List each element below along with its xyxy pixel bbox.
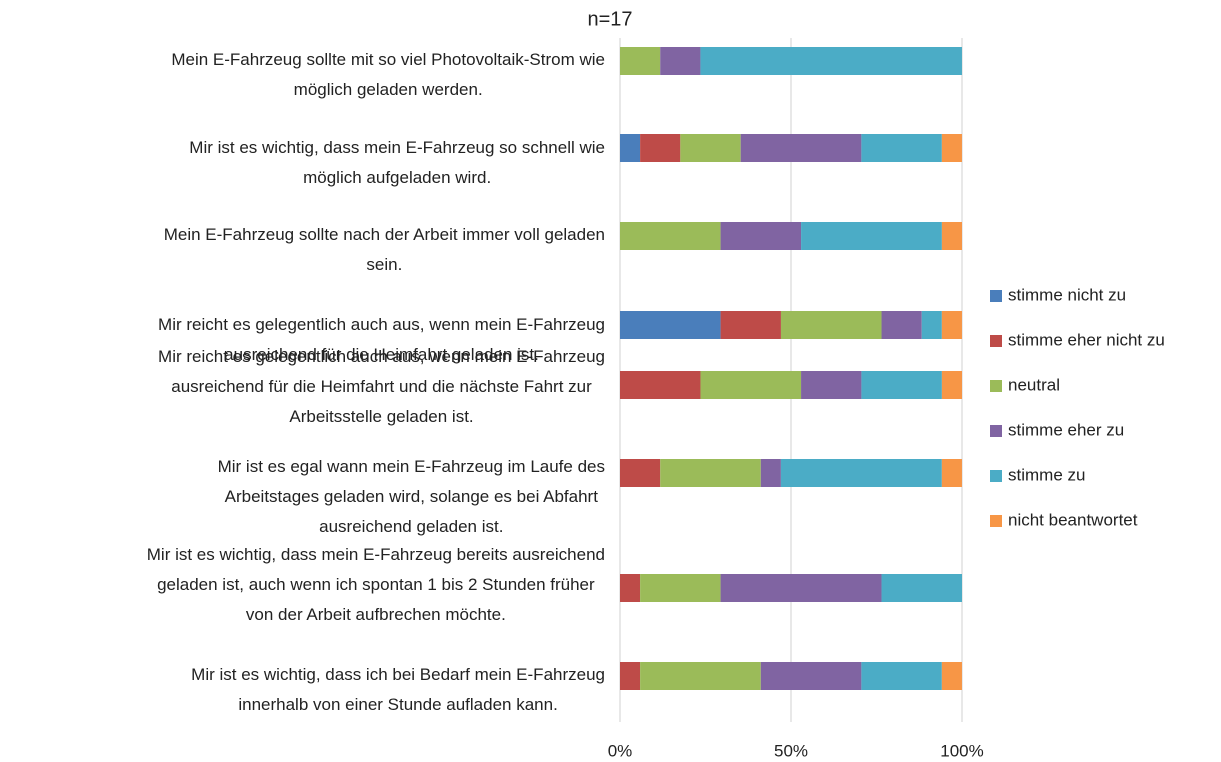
legend-label: nicht beantwortet (1008, 510, 1138, 529)
legend-label: stimme zu (1008, 465, 1085, 484)
bar-segment (640, 662, 761, 690)
category-label: Mein E-Fahrzeug sollte nach der Arbeit i… (163, 225, 605, 274)
bar-segment (861, 134, 942, 162)
bar-segment (780, 311, 882, 339)
bar-segment (760, 662, 862, 690)
legend-swatch (990, 290, 1002, 302)
bar-segment (861, 662, 942, 690)
bar-segment (620, 47, 661, 75)
bar-segment (941, 371, 962, 399)
bar-segment (640, 574, 721, 602)
bar-segment (740, 134, 862, 162)
legend-label: stimme nicht zu (1008, 285, 1126, 304)
bar-segment (700, 47, 962, 75)
bar-segment (881, 574, 962, 602)
bar-segment (881, 311, 922, 339)
category-label: Mir ist es wichtig, dass mein E-Fahrzeug… (146, 545, 605, 624)
bar-segment (660, 459, 761, 487)
bar-segment (921, 311, 942, 339)
bar-segment (780, 459, 942, 487)
bar-segment (640, 134, 681, 162)
bar-segment (700, 371, 802, 399)
bar-segment (941, 222, 962, 250)
category-label: Mir ist es wichtig, dass mein E-Fahrzeug… (189, 138, 605, 187)
x-tick-label: 50% (774, 741, 808, 760)
x-tick-label: 0% (608, 741, 633, 760)
bar-segment (620, 371, 701, 399)
bar-segment (620, 311, 721, 339)
legend-swatch (990, 425, 1002, 437)
bar-segment (861, 371, 942, 399)
bar-segment (801, 371, 862, 399)
bar-segment (720, 574, 882, 602)
chart-title: n=17 (587, 8, 632, 30)
legend-swatch (990, 515, 1002, 527)
bar-segment (941, 311, 962, 339)
category-label: Mir ist es wichtig, dass ich bei Bedarf … (191, 665, 605, 714)
bar-segment (680, 134, 741, 162)
x-tick-label: 100% (940, 741, 983, 760)
bar-segment (620, 134, 641, 162)
bar-segment (620, 459, 661, 487)
legend-swatch (990, 335, 1002, 347)
bar-segment (720, 311, 781, 339)
bar-segment (941, 459, 962, 487)
category-label: Mir reicht es gelegentlich auch aus, wen… (158, 347, 605, 426)
bar-segment (801, 222, 942, 250)
legend-swatch (990, 380, 1002, 392)
bar-segment (720, 222, 802, 250)
bar-segment (760, 459, 781, 487)
bar-segment (941, 134, 962, 162)
legend-label: stimme eher zu (1008, 420, 1124, 439)
bar-segment (620, 662, 641, 690)
bar-segment (660, 47, 701, 75)
legend-label: neutral (1008, 375, 1060, 394)
legend-swatch (990, 470, 1002, 482)
category-label: Mir ist es egal wann mein E-Fahrzeug im … (217, 457, 605, 536)
category-label: Mein E-Fahrzeug sollte mit so viel Photo… (171, 50, 605, 99)
legend-label: stimme eher nicht zu (1008, 330, 1165, 349)
bar-segment (620, 574, 641, 602)
bar-segment (620, 222, 721, 250)
bar-segment (941, 662, 962, 690)
category-label: Mir reicht es gelegentlich auch aus, wen… (158, 315, 605, 364)
